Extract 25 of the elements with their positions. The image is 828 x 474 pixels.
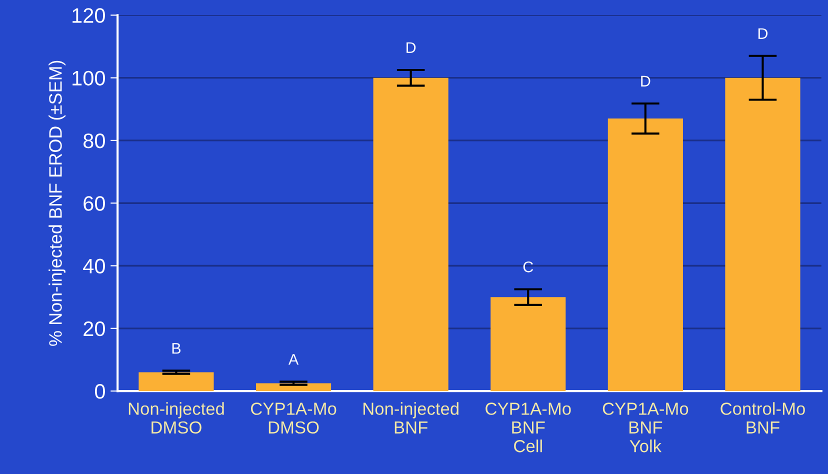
x-tick-label: Non-injected BNF bbox=[364, 402, 458, 434]
y-tick-label: 40 bbox=[83, 258, 105, 274]
x-tick-label: CYP1A-Mo BNF Yolk bbox=[602, 402, 688, 452]
y-tick-label: 100 bbox=[72, 70, 105, 86]
bar bbox=[138, 372, 214, 392]
x-tick-label: CYP1A-Mo DMSO bbox=[250, 402, 336, 434]
annotation: C bbox=[523, 262, 534, 272]
y-axis-title: % Non-injected BNF EROD (±SEM) bbox=[48, 60, 66, 346]
y-tick-label: 0 bbox=[95, 384, 105, 399]
y-tick-label: 20 bbox=[84, 321, 105, 336]
annotation: A bbox=[288, 354, 299, 365]
bar bbox=[725, 78, 800, 392]
y-tick-label: 120 bbox=[72, 8, 105, 23]
bar bbox=[490, 297, 566, 392]
y-tick-label: 60 bbox=[84, 196, 105, 211]
annotation: D bbox=[758, 28, 768, 39]
x-tick-label: Non-injected DMSO bbox=[128, 402, 224, 434]
annotation: D bbox=[406, 42, 416, 53]
annotation: B bbox=[172, 343, 181, 354]
bar bbox=[373, 78, 448, 392]
bar bbox=[608, 118, 683, 392]
y-tick-label: 80 bbox=[84, 133, 105, 148]
annotation: D bbox=[641, 76, 650, 86]
x-tick-label: Control-Mo BNF bbox=[720, 402, 805, 434]
x-tick-label: CYP1A-Mo BNF Cell bbox=[486, 402, 571, 452]
